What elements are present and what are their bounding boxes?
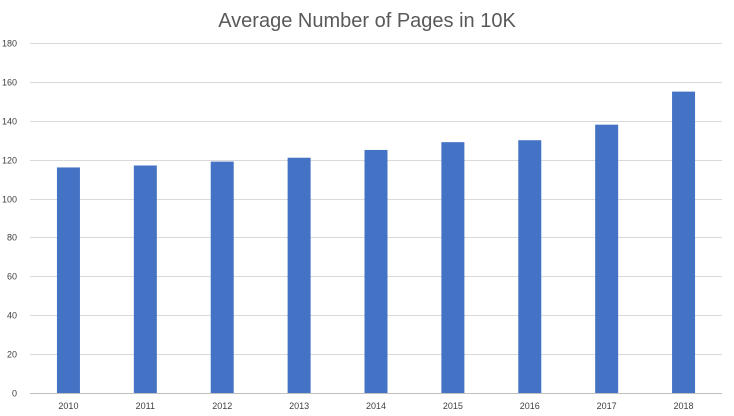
bar-2013 [287,157,311,393]
axes: 0 20 40 60 80 100 120 140 160 180 2010 2011 2012 2013… [2,39,694,412]
y-tick-label: 80 [7,233,17,243]
y-tick-label: 120 [2,156,17,166]
bars [56,91,696,394]
y-tick-label: 0 [12,389,17,399]
y-tick-label: 40 [7,311,17,321]
x-tick-label: 2018 [674,401,694,411]
bar-2010 [56,167,80,393]
bar-2016 [518,140,542,393]
bar-2011 [133,165,157,393]
chart-title: Average Number of Pages in 10K [218,10,516,32]
y-tick-label: 160 [2,78,17,88]
y-tick-label: 20 [7,350,17,360]
x-tick-label: 2012 [212,401,232,411]
x-tick-label: 2017 [597,401,617,411]
y-tick-label: 140 [2,117,17,127]
x-tick-label: 2013 [289,401,309,411]
y-tick-label: 60 [7,272,17,282]
bar-2015 [441,142,465,393]
bar-2014 [364,149,388,393]
bar-2017 [595,124,619,394]
bar-2012 [210,161,234,393]
y-tick-label: 180 [2,39,17,49]
x-tick-label: 2014 [366,401,386,411]
x-tick-label: 2011 [136,401,155,411]
y-tick-label: 100 [2,195,17,205]
x-tick-label: 2016 [520,401,540,411]
bar-2018 [672,91,696,393]
x-tick-label: 2010 [58,401,78,411]
x-tick-label: 2015 [443,401,463,411]
